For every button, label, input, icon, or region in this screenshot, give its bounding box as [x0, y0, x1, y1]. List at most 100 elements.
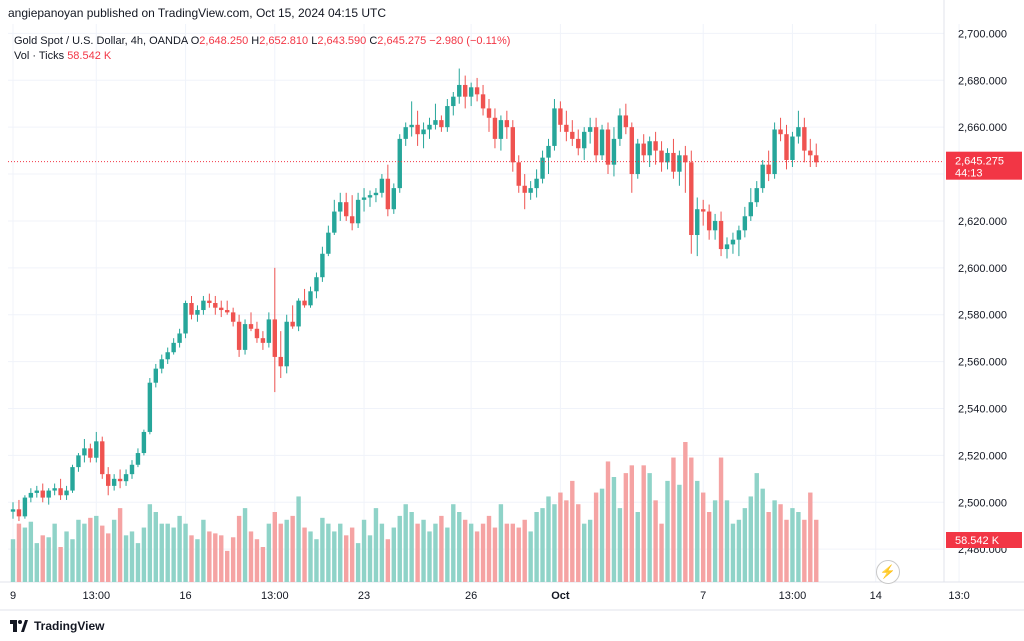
volume-bar: [564, 500, 569, 582]
candle-body: [528, 188, 533, 193]
candle-body: [391, 188, 396, 210]
symbol-title[interactable]: Gold Spot / U.S. Dollar, 4h, OANDA: [14, 35, 188, 47]
lightning-icon[interactable]: ⚡: [876, 560, 900, 584]
x-tick-label: 26: [465, 590, 477, 602]
candle-body: [659, 150, 664, 163]
candle-body: [403, 127, 408, 139]
volume-bar: [689, 457, 694, 582]
volume-bar: [748, 496, 753, 582]
volume-bar: [367, 535, 373, 582]
high-value: 2,652.810: [259, 35, 309, 47]
volume-bar: [540, 508, 545, 582]
volume-bar: [754, 473, 759, 582]
volume-bar: [207, 531, 212, 582]
y-tick-label: 2,620.000: [958, 216, 1007, 228]
x-tick-label: 9: [10, 590, 16, 602]
volume-bar: [552, 504, 557, 582]
volume-label[interactable]: Vol · Ticks: [14, 50, 65, 62]
volume-bar: [403, 504, 408, 582]
volume-bar: [34, 543, 39, 582]
y-tick-label: 2,540.000: [958, 404, 1007, 416]
x-tick-label: 13:00: [83, 590, 111, 602]
volume-bar: [225, 550, 230, 582]
tradingview-footer[interactable]: TradingView: [10, 619, 104, 633]
y-tick-label: 2,500.000: [958, 497, 1007, 509]
volume-bar: [463, 519, 468, 582]
volume-bar: [474, 531, 480, 582]
candle-body: [100, 441, 105, 475]
volume-bar: [576, 504, 581, 582]
volume-bar: [320, 517, 325, 582]
volume-bar: [671, 457, 676, 582]
candle-body: [46, 490, 51, 498]
candle-body: [552, 108, 557, 146]
low-label: L: [311, 35, 318, 47]
volume-bar: [605, 461, 611, 582]
candle-body: [88, 448, 93, 458]
volume-bar: [504, 523, 510, 582]
candle-body: [706, 211, 712, 231]
y-tick-label: 2,680.000: [958, 75, 1007, 87]
volume-bar: [778, 504, 783, 582]
candle-body: [373, 192, 379, 196]
volume-bar: [236, 515, 242, 582]
high-label: H: [251, 35, 260, 47]
candle-body: [409, 124, 414, 128]
candle-body: [445, 106, 450, 128]
volume-bar: [587, 519, 593, 582]
volume-bar: [326, 523, 331, 582]
candle-body: [266, 319, 272, 343]
y-tick-label: 2,580.000: [958, 310, 1007, 322]
volume-bar: [415, 523, 420, 582]
volume-bar: [516, 527, 521, 582]
volume-bar: [742, 508, 748, 582]
volume-bar: [129, 531, 135, 582]
candle-body: [135, 453, 141, 465]
candle-body: [546, 145, 551, 158]
x-tick-label: 16: [179, 590, 191, 602]
candle-body: [587, 127, 593, 132]
volume-bar: [718, 457, 724, 582]
candle-body: [64, 490, 69, 496]
volume-bar: [558, 492, 563, 582]
volume-bar: [724, 500, 730, 582]
volume-bar: [82, 523, 87, 582]
candle-body: [242, 324, 248, 350]
close-value: 2,645.275: [377, 35, 427, 47]
volume-bar: [814, 519, 819, 582]
volume-bar: [790, 508, 795, 582]
x-tick-label: 13:0: [948, 590, 969, 602]
volume-bar: [272, 512, 277, 582]
volume-bar: [141, 527, 147, 582]
candle-body: [284, 321, 289, 367]
candle-body: [183, 303, 188, 334]
volume-bar: [385, 539, 391, 582]
candle-body: [534, 178, 539, 189]
volume-bar: [427, 531, 432, 582]
candle-body: [123, 474, 129, 482]
volume-bar: [712, 500, 718, 582]
candle-body: [433, 120, 438, 125]
candle-body: [629, 127, 634, 175]
candle-body: [296, 300, 301, 327]
candle-body: [683, 155, 688, 163]
candle-body: [230, 312, 236, 322]
candle-body: [302, 300, 307, 306]
last-price-tag-value: 2,645.275: [955, 156, 1004, 168]
candle-body: [724, 244, 730, 250]
volume-bar: [183, 523, 188, 582]
candle-body: [605, 129, 611, 165]
x-tick-label: 13:00: [261, 590, 289, 602]
candle-body: [272, 319, 277, 357]
candle-body: [320, 253, 325, 278]
candle-body: [260, 338, 266, 343]
volume-bar: [730, 523, 736, 582]
candle-body: [344, 202, 349, 217]
candle-body: [207, 300, 212, 303]
candle-body: [796, 127, 801, 137]
candle-body: [611, 138, 617, 165]
low-value: 2,643.590: [317, 35, 367, 47]
volume-bar: [106, 533, 111, 582]
candle-body: [516, 162, 521, 186]
